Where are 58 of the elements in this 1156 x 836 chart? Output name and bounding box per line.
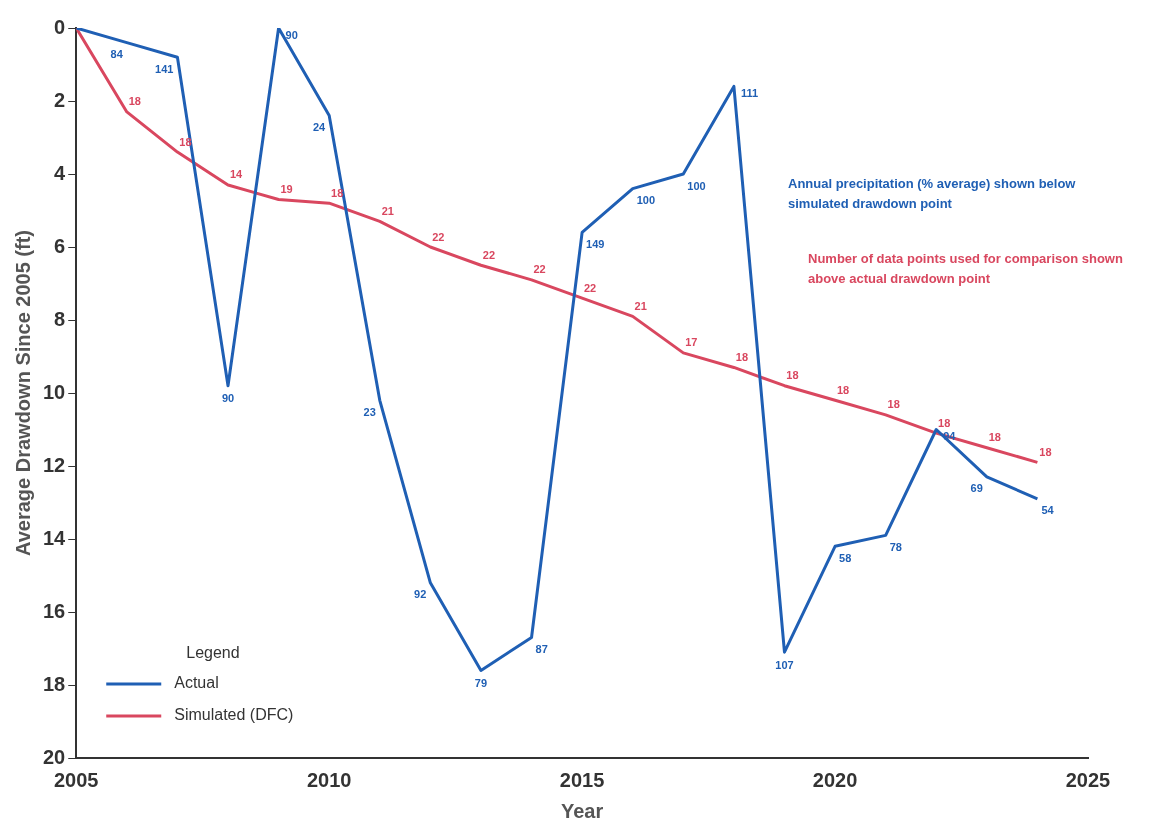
- annotation: 22: [482, 248, 496, 261]
- annotation: 18: [1039, 445, 1052, 458]
- annotation: 19: [280, 183, 293, 196]
- annotation: 107: [775, 658, 794, 671]
- y-tick-label: 16: [43, 599, 66, 622]
- annotation: 18: [735, 350, 749, 363]
- y-tick-label: 18: [43, 672, 66, 695]
- annotation: 90: [285, 28, 298, 41]
- y-tick-label: 0: [54, 15, 66, 38]
- x-axis-title: Year: [560, 799, 604, 822]
- annotation: 54: [1041, 504, 1055, 517]
- annotation: 69: [970, 482, 983, 495]
- annotation: 22: [584, 281, 597, 294]
- annotation: 14: [229, 168, 243, 181]
- annotation: Number of data points used for comparison shown above actual drawdown point: [808, 251, 1123, 287]
- x-tick-label: 2010: [306, 768, 352, 791]
- annotation: 111: [740, 86, 759, 99]
- annotation: 79: [474, 676, 488, 689]
- x-tick-label: 2015: [559, 768, 605, 791]
- annotation: 92: [414, 588, 427, 601]
- annotation: 149: [586, 237, 605, 250]
- y-tick-label: 8: [54, 307, 66, 330]
- annotation: 21: [381, 204, 394, 217]
- annotation: 18: [786, 369, 799, 382]
- annotation: 58: [839, 551, 852, 564]
- annotation: 100: [636, 194, 656, 207]
- legend-label: Actual: [174, 674, 219, 692]
- y-tick-label: 12: [43, 453, 66, 476]
- y-tick-label: 20: [43, 745, 66, 768]
- x-tick-label: 2025: [1065, 768, 1111, 791]
- annotation: 87: [535, 643, 548, 656]
- annotation: 78: [889, 540, 902, 553]
- y-axis-title: Average Drawdown Since 2005 (ft): [11, 229, 34, 557]
- annotation: 18: [128, 95, 141, 108]
- y-tick-label: 2: [54, 88, 66, 111]
- annotation: 18: [988, 431, 1001, 444]
- y-tick-label: 10: [43, 380, 66, 403]
- annotation: 18: [836, 383, 850, 396]
- annotation: 24: [312, 121, 327, 134]
- y-tick-label: 4: [54, 161, 67, 184]
- annotation: 22: [533, 263, 546, 276]
- y-tick-label: 14: [43, 526, 67, 549]
- annotation: 23: [363, 405, 376, 418]
- annotation: 100: [687, 179, 706, 192]
- y-tick-label: 6: [54, 234, 66, 257]
- annotation: 21: [634, 299, 647, 312]
- annotation: 18: [938, 416, 951, 429]
- x-tick-label: 2020: [812, 768, 858, 791]
- legend-label: Simulated (DFC): [174, 706, 294, 724]
- annotation: 17: [685, 336, 698, 349]
- annotation: 22: [432, 230, 445, 243]
- annotation: 18: [887, 398, 900, 411]
- x-tick-label: 2005: [54, 768, 99, 791]
- legend-title: Legend: [186, 644, 240, 662]
- annotation: 90: [221, 392, 235, 405]
- annotation: Annual precipitation (% average) shown below simulated drawdown point: [788, 176, 1077, 212]
- annotation: 84: [110, 48, 124, 61]
- annotation: 141: [155, 62, 174, 75]
